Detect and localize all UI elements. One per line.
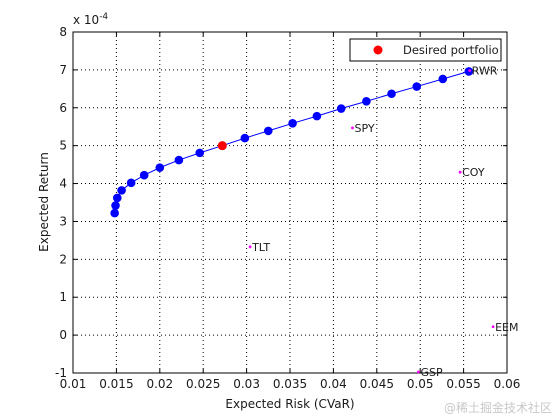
y-tick-label: 8 <box>59 25 67 39</box>
asset-point-spy <box>351 126 354 130</box>
asset-point-coy <box>458 170 462 174</box>
asset-label-spy: SPY <box>354 122 374 135</box>
x-tick-label: 0.035 <box>273 377 307 391</box>
frontier-point <box>240 133 250 143</box>
asset-point-rwr <box>468 69 472 73</box>
y-tick-label: 1 <box>59 290 67 304</box>
legend-label-desired: Desired portfolio <box>403 43 499 57</box>
asset-label-gsp: GSP <box>420 366 443 379</box>
x-tick-label: 0.045 <box>360 377 394 391</box>
x-tick-label: 0.055 <box>446 377 480 391</box>
watermark-text: @稀土掘金技术社区 <box>443 401 552 415</box>
legend-box <box>349 38 502 62</box>
grid-lines <box>73 32 507 373</box>
frontier-point <box>362 97 371 106</box>
x-tick-label: 0.06 <box>494 377 521 391</box>
frontier-point <box>174 155 184 165</box>
asset-point-tlt <box>248 245 252 249</box>
asset-label-eem: EEM <box>495 321 518 334</box>
asset-label-tlt: TLT <box>251 241 270 254</box>
legend-marker-desired <box>373 45 383 55</box>
y-tick-label: 2 <box>59 252 67 266</box>
y-scale-label: x 10-4 <box>73 12 108 27</box>
frontier-point <box>264 126 273 136</box>
frontier-point <box>336 104 346 113</box>
frontier-point <box>111 201 120 210</box>
y-tick-labels: -1 0 1 2 3 4 5 6 7 8 <box>55 25 67 380</box>
frontier-point <box>117 186 126 195</box>
x-tick-label: 0.03 <box>233 377 260 391</box>
y-tick-label: -1 <box>55 366 67 380</box>
frontier-point <box>112 193 122 203</box>
asset-point-gsp <box>417 370 420 374</box>
y-tick-label: 6 <box>59 101 67 115</box>
x-tick-label: 0.025 <box>186 377 220 391</box>
frontier-point <box>110 208 119 218</box>
y-tick-label: 0 <box>59 328 67 342</box>
frontier-point <box>312 111 322 121</box>
y-axis-label: Expected Return <box>37 152 51 252</box>
frontier-point <box>288 119 297 128</box>
x-tick-label: 0.02 <box>146 377 173 391</box>
asset-label-rwr: RWR <box>472 65 498 78</box>
x-tick-label: 0.04 <box>320 377 347 391</box>
y-tick-label: 4 <box>59 177 67 191</box>
x-tick-label: 0.01 <box>60 377 87 391</box>
y-tick-label: 7 <box>59 63 67 77</box>
frontier-point <box>195 148 205 158</box>
asset-point-eem <box>491 325 495 329</box>
desired-portfolio-series <box>217 141 227 151</box>
frontier-point <box>387 89 396 99</box>
frontier-point <box>155 163 165 172</box>
x-tick-labels: 0.01 0.015 0.02 0.025 0.03 0.035 0.04 0.045 0.05… <box>60 377 521 391</box>
x-tick-label: 0.05 <box>407 377 434 391</box>
asset-label-coy: COY <box>462 166 485 179</box>
x-tick-label: 0.015 <box>99 377 133 391</box>
legend: Desired portfolio <box>349 38 502 62</box>
desired-portfolio-point <box>217 141 227 151</box>
asset-points: RWR SPY COY TLT EEM GSP <box>248 65 519 379</box>
y-tick-label: 5 <box>59 139 67 153</box>
frontier-point <box>438 74 448 84</box>
y-tick-label: 3 <box>59 214 67 228</box>
x-axis-label: Expected Risk (CVaR) <box>225 397 354 411</box>
y-scale-exponent: -4 <box>99 12 108 22</box>
frontier-point <box>412 82 422 91</box>
frontier-line <box>114 70 469 214</box>
efficient-frontier-series <box>110 67 474 218</box>
frontier-point <box>139 170 149 180</box>
axis-ticks <box>72 31 508 374</box>
frontier-point <box>126 178 136 188</box>
